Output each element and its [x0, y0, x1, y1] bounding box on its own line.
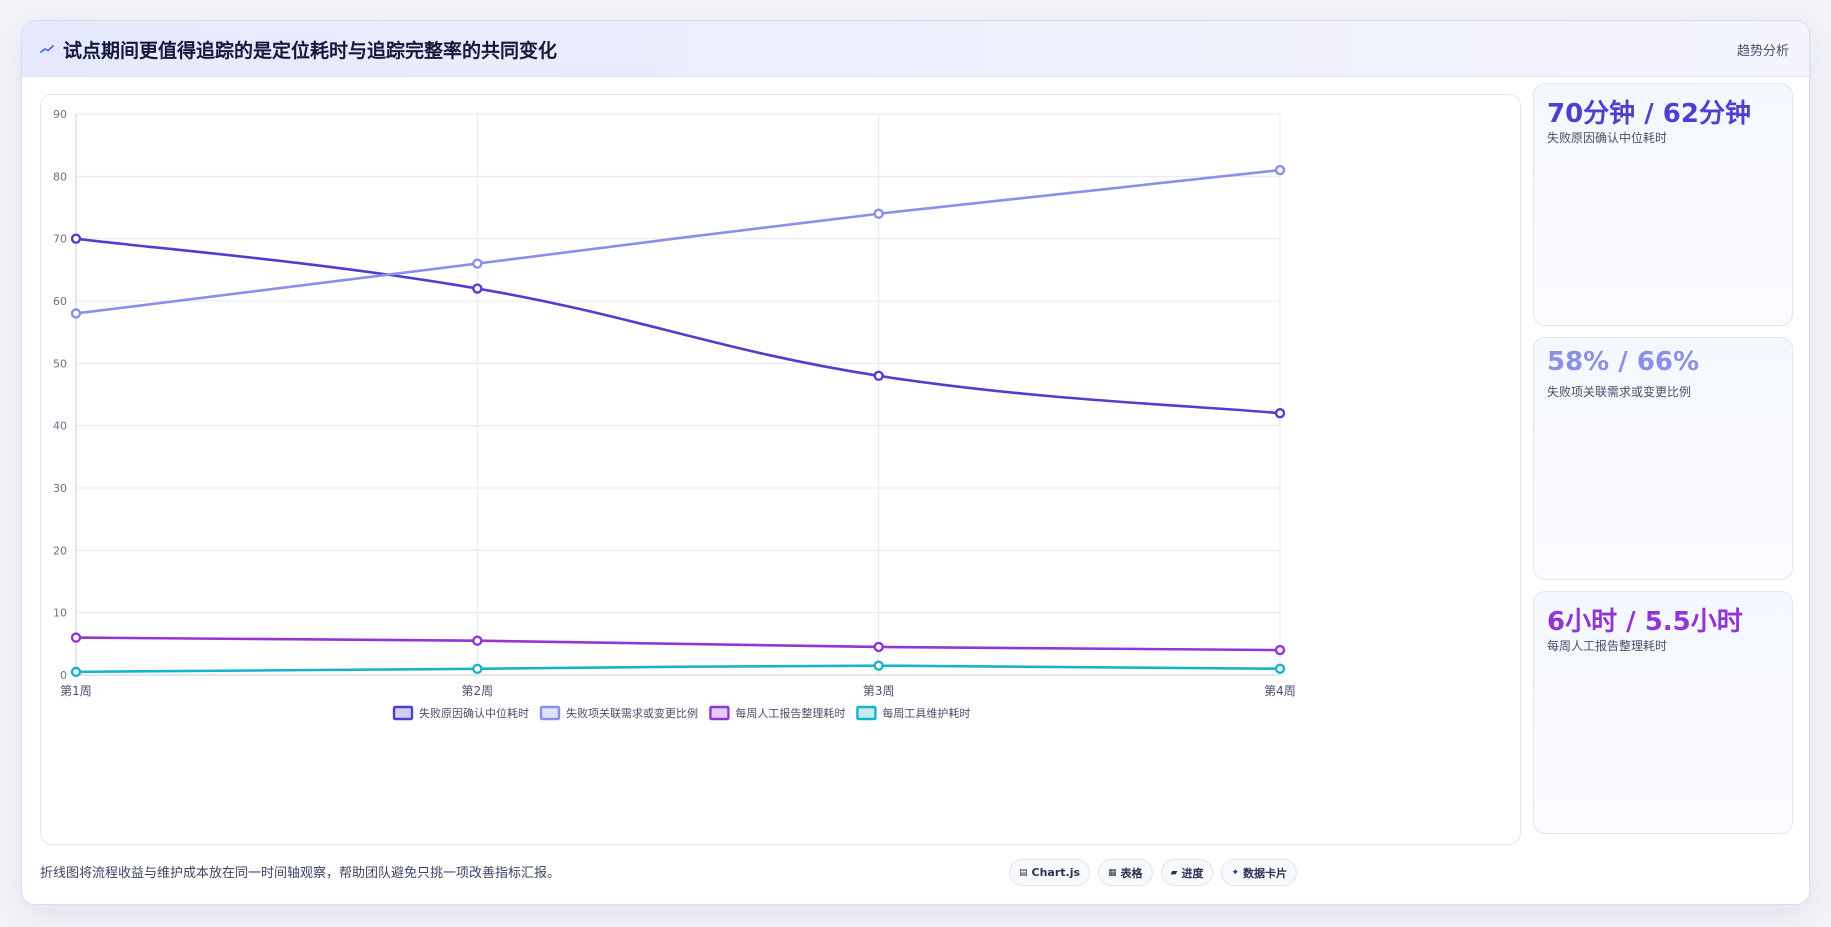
analysis-card: 试点期间更值得追踪的是定位耗时与追踪完整率的共同变化 趋势分析 0 10 20 30 4…	[21, 20, 1810, 905]
data-point	[70, 308, 82, 319]
tag-data-card[interactable]: ✦ 数据卡片	[1221, 859, 1298, 886]
series-line-2	[75, 168, 1281, 315]
y-tick-label: 70	[53, 233, 67, 246]
data-point	[70, 666, 82, 678]
legend-label: 每周工具维护耗时	[882, 706, 970, 720]
y-tick-label: 0	[60, 669, 67, 682]
tag-label: 数据卡片	[1243, 866, 1288, 880]
trend-line-icon	[40, 45, 54, 53]
data-point	[1274, 663, 1286, 674]
legend-label: 失败原因确认中位耗时	[419, 706, 529, 720]
y-tick-label: 20	[53, 544, 67, 557]
y-tick-label: 30	[53, 482, 67, 495]
stat-label: 失败原因确认中位耗时	[1547, 131, 1668, 145]
y-tick-label: 60	[53, 295, 67, 308]
x-tick-label: 第1周	[60, 684, 92, 698]
tag-label: 表格	[1120, 866, 1143, 880]
data-point	[873, 370, 884, 381]
data-point	[70, 233, 82, 244]
stat-card-2: 58% / 66% 失败项关联需求或变更比例	[1533, 337, 1793, 580]
y-tick-label: 10	[53, 607, 67, 620]
data-point	[873, 660, 884, 671]
data-point	[472, 283, 483, 294]
chart-icon: ▤	[1019, 867, 1028, 878]
tag-progress[interactable]: ▰ 进度	[1160, 859, 1214, 886]
data-point	[472, 635, 483, 646]
series-line-4	[75, 664, 1281, 674]
stat-value: 6小时 / 5.5小时	[1547, 607, 1743, 637]
table-icon: ▦	[1108, 867, 1117, 878]
progress-icon: ▰	[1170, 867, 1178, 878]
legend-swatch	[709, 705, 730, 721]
stat-label: 每周人工报告整理耗时	[1547, 639, 1668, 653]
legend-label: 每周人工报告整理耗时	[735, 706, 845, 720]
line-chart: 0 10 20 30 40 50 60 70 80 90 第1周 第2周 第3周 第4周失败原因确认中位耗…	[53, 108, 1296, 721]
data-point	[1274, 408, 1286, 419]
data-point	[472, 663, 483, 674]
stat-card-3: 6小时 / 5.5小时 每周人工报告整理耗时	[1533, 591, 1793, 834]
legend-label: 失败项关联需求或变更比例	[566, 706, 698, 720]
footer-note: 折线图将流程收益与维护成本放在同一时间轴观察，帮助团队避免只挑一项改善指标汇报。	[40, 866, 561, 881]
footer-tags: ▤ Chart.js ▦ 表格 ▰ 进度 ✦ 数据卡片	[1009, 859, 1298, 886]
y-tick-label: 80	[53, 170, 67, 183]
data-card-icon: ✦	[1231, 867, 1240, 878]
header-tag: 趋势分析	[1736, 44, 1789, 59]
data-point	[873, 208, 884, 219]
x-tick-label: 第4周	[1264, 684, 1296, 698]
series-line-1	[75, 237, 1281, 415]
page-title: 试点期间更值得追踪的是定位耗时与追踪完整率的共同变化	[63, 40, 558, 62]
y-tick-label: 50	[53, 357, 67, 370]
data-point	[873, 641, 884, 653]
data-point	[70, 632, 82, 643]
legend-swatch	[856, 705, 877, 721]
y-tick-label: 90	[53, 108, 67, 121]
series-line-3	[75, 636, 1281, 652]
stat-value: 70分钟 / 62分钟	[1547, 99, 1751, 129]
legend-swatch	[539, 705, 561, 721]
data-point	[1274, 164, 1286, 176]
tag-label: Chart.js	[1031, 866, 1081, 879]
data-point	[472, 258, 483, 269]
stat-label: 失败项关联需求或变更比例	[1547, 385, 1692, 399]
card-header: 试点期间更值得追踪的是定位耗时与追踪完整率的共同变化 趋势分析	[22, 21, 1809, 77]
legend-swatch	[392, 705, 414, 721]
x-tick-label: 第2周	[462, 684, 494, 698]
stat-value: 58% / 66%	[1547, 347, 1700, 377]
data-point	[1274, 644, 1286, 656]
tag-table[interactable]: ▦ 表格	[1098, 859, 1153, 886]
tag-label: 进度	[1181, 866, 1204, 880]
y-tick-label: 40	[53, 420, 67, 433]
x-tick-label: 第3周	[863, 684, 895, 698]
stat-card-1: 70分钟 / 62分钟 失败原因确认中位耗时	[1533, 83, 1793, 326]
line-chart-panel: 0 10 20 30 40 50 60 70 80 90 第1周 第2周 第3周 第4周失败原因确认中位耗…	[40, 94, 1521, 845]
tag-chartjs[interactable]: ▤ Chart.js	[1009, 859, 1091, 886]
